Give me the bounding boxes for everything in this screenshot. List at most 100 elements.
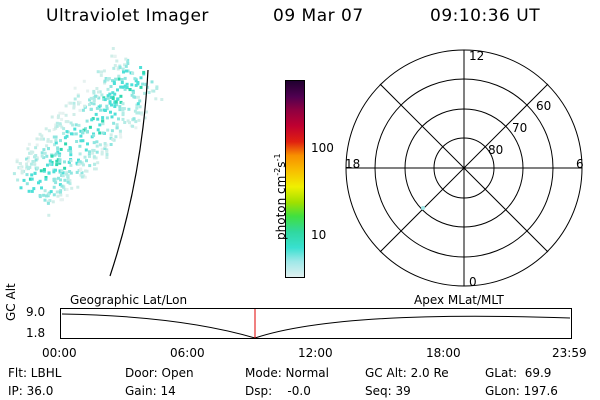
emission-pixel — [33, 161, 36, 165]
emission-pixel — [34, 146, 38, 150]
emission-pixel — [60, 184, 64, 188]
emission-pixel — [93, 167, 96, 171]
emission-pixel — [125, 69, 128, 73]
emission-pixel — [45, 154, 49, 158]
emission-pixel — [113, 55, 117, 58]
emission-pixel — [42, 193, 46, 197]
emission-pixel — [46, 201, 50, 205]
emission-pixel — [57, 114, 60, 118]
emission-pixel — [138, 105, 142, 109]
emission-pixel — [132, 95, 136, 99]
emission-pixel — [105, 107, 109, 111]
emission-pixel — [118, 66, 122, 70]
emission-pixel — [92, 155, 96, 159]
x-tick-1800: 18:00 — [426, 346, 461, 360]
emission-pixel — [103, 79, 107, 83]
timeline-right-label: Apex MLat/MLT — [414, 293, 504, 307]
emission-pixel — [115, 59, 119, 63]
emission-pixel — [132, 117, 136, 121]
emission-pixel — [115, 123, 119, 127]
emission-pixel — [97, 96, 101, 100]
emission-pixel — [81, 130, 85, 134]
emission-pixel — [56, 158, 60, 162]
emission-pixel — [78, 160, 82, 164]
emission-pixel — [29, 162, 33, 166]
emission-pixel — [116, 88, 119, 92]
emission-pixel — [52, 185, 56, 189]
dsp-info: Dsp: -0.0 — [245, 384, 311, 398]
emission-pixel — [46, 200, 50, 204]
emission-pixel — [79, 134, 83, 138]
emission-pixel — [42, 168, 46, 171]
emission-pixel — [38, 179, 42, 183]
unit-exponent-1: -2 — [273, 167, 282, 176]
timeline-left-label: Geographic Lat/Lon — [70, 293, 188, 307]
instrument-title: Ultraviolet Imager — [46, 6, 209, 26]
timeline-y-tick-top: 9.0 — [26, 305, 46, 319]
emission-pixel — [48, 199, 52, 203]
emission-pixel — [60, 125, 64, 129]
emission-pixel — [63, 187, 67, 191]
emission-pixel — [56, 116, 60, 120]
emission-pixel — [61, 171, 65, 175]
emission-pixel — [26, 159, 30, 163]
emission-pixel — [78, 144, 82, 148]
emission-pixel — [22, 178, 26, 182]
emission-pixel — [72, 113, 76, 116]
emission-pixel — [130, 83, 134, 87]
emission-pixel — [33, 155, 36, 159]
emission-pixel — [15, 160, 19, 164]
emission-pixel — [126, 119, 130, 123]
emission-pixel — [93, 162, 96, 166]
emission-pixel — [77, 169, 81, 172]
emission-pixel — [25, 182, 29, 186]
emission-pixel — [131, 71, 134, 75]
emission-pixel — [69, 153, 73, 157]
emission-pixel — [62, 186, 66, 190]
emission-pixel — [118, 64, 122, 68]
emission-pixel — [125, 82, 129, 86]
emission-pixel — [134, 79, 138, 83]
emission-pixel — [110, 103, 113, 107]
emission-pixel — [106, 94, 110, 98]
emission-pixel — [44, 177, 48, 181]
emission-pixel — [108, 92, 112, 96]
mlt-label-6: 6 — [576, 157, 584, 171]
emission-pixel — [16, 178, 20, 182]
emission-pixel — [58, 160, 62, 164]
emission-pixel — [150, 80, 154, 84]
x-tick-0000: 00:00 — [42, 346, 77, 360]
emission-pixel — [54, 141, 58, 145]
emission-pixel — [66, 180, 70, 184]
emission-pixel — [121, 111, 125, 115]
emission-pixel — [30, 177, 34, 181]
emission-pixel — [56, 194, 60, 198]
emission-pixel — [100, 150, 104, 154]
emission-pixel — [40, 151, 44, 155]
ip-info: IP: 36.0 — [8, 384, 54, 398]
emission-pixel — [52, 168, 56, 172]
colorbar — [285, 80, 305, 278]
emission-pixel — [80, 171, 84, 175]
emission-pixel — [132, 91, 135, 95]
emission-pixel — [140, 111, 144, 115]
emission-pixel — [139, 85, 143, 89]
gain-info: Gain: 14 — [125, 384, 176, 398]
emission-pixel — [25, 173, 29, 177]
timeline-plot — [60, 308, 572, 339]
emission-pixel — [105, 116, 109, 120]
emission-pixel — [80, 161, 84, 165]
emission-pixel — [38, 195, 42, 199]
emission-pixel — [139, 66, 143, 69]
emission-pixel — [101, 122, 105, 126]
emission-pixel — [64, 113, 68, 117]
aurora-emission — [12, 47, 164, 217]
emission-pixel — [88, 154, 91, 158]
emission-pixel — [94, 94, 98, 98]
emission-pixel — [155, 85, 159, 89]
unit-prefix: photon cm — [274, 175, 288, 240]
emission-pixel — [28, 165, 32, 169]
emission-pixel — [110, 54, 114, 58]
emission-pixel — [48, 162, 52, 166]
emission-pixel — [87, 153, 91, 157]
